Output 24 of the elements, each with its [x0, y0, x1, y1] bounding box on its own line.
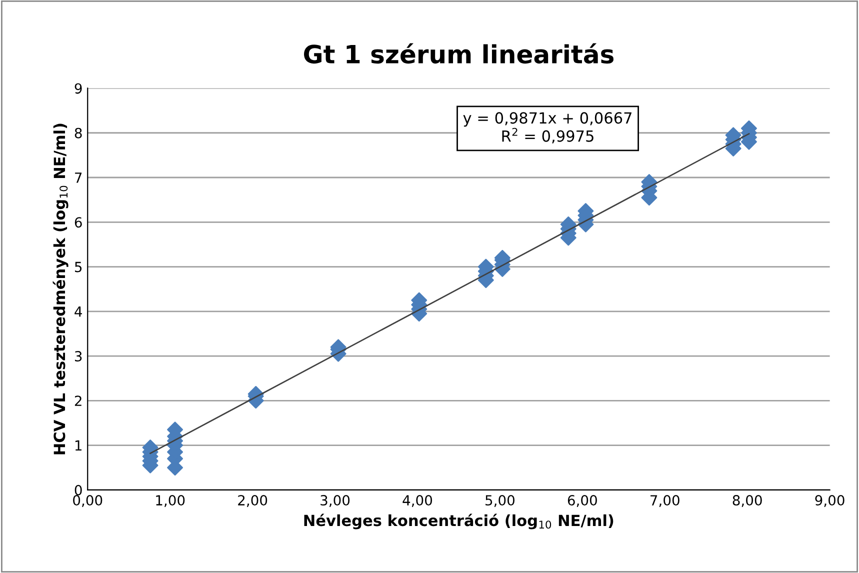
- y-tick-label: 3: [74, 350, 82, 362]
- x-tick-label: 2,00: [238, 495, 268, 507]
- y-tick-label: 2: [74, 396, 82, 406]
- x-tick-label: 4,00: [402, 495, 432, 507]
- y-tick-label: 8: [74, 128, 82, 138]
- x-axis-title: Névleges koncentráció (log$_{10}$ NE/ml): [304, 514, 614, 530]
- x-tick-label: 9,00: [815, 495, 844, 507]
- y-tick-label: 6: [74, 217, 82, 228]
- x-tick-label: 1,00: [156, 495, 185, 507]
- y-tick-label: 4: [74, 306, 82, 317]
- x-tick-label: 8,00: [732, 495, 762, 507]
- y-axis-title: HCV VL teszteredmények (log$_{10}$ NE/ml): [52, 124, 68, 454]
- x-tick-label: 5,00: [486, 495, 514, 507]
- y-tick-label: 5: [74, 262, 82, 272]
- y-tick-label: 1: [75, 440, 82, 451]
- chart-title: Gt 1 szérum linearitás: [304, 43, 614, 64]
- y-tick-label: 7: [75, 172, 82, 183]
- x-tick-label: 7,00: [650, 495, 680, 507]
- x-tick-label: 3,00: [320, 495, 350, 507]
- x-tick-label: 0,00: [73, 495, 102, 507]
- annotation: y = 0,9871x + 0,0667 R$^{2}$ = 0,9975: [463, 112, 632, 144]
- x-tick-label: 6,00: [568, 495, 597, 507]
- y-tick-label: 0: [74, 484, 82, 496]
- y-tick-label: 9: [74, 83, 82, 94]
